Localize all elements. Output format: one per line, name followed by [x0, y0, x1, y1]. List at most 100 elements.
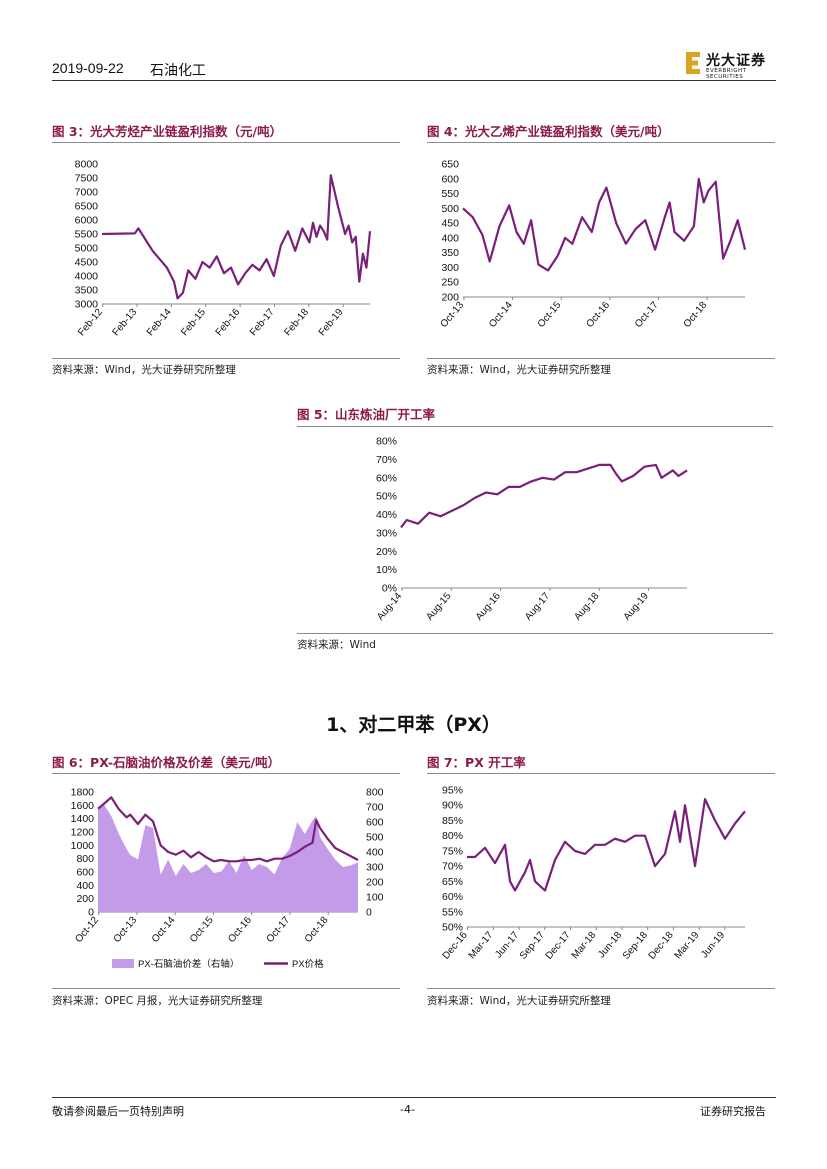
fig5-series-line [400, 463, 688, 529]
fig6-x-tick: Oct-15 [188, 915, 216, 945]
fig5-x-tick: Aug-15 [424, 591, 453, 623]
fig6-y-tick: 1400 [71, 813, 95, 825]
fig6-y-right-tick: 700 [366, 802, 384, 814]
footer-rule [52, 1097, 776, 1098]
fig5-y-tick: 10% [376, 564, 397, 576]
fig4-y-tick: 250 [441, 277, 459, 289]
fig6-bottom-rule [52, 988, 400, 989]
fig6-y-tick: 1600 [71, 800, 95, 812]
fig7-y-tick: 90% [442, 800, 463, 812]
fig5-y-tick: 80% [376, 436, 397, 448]
fig6-y-tick: 1200 [71, 827, 95, 839]
fig3-y-tick: 5000 [75, 243, 99, 255]
fig5-x-tick: Aug-19 [622, 591, 651, 623]
section-heading: 1、对二甲苯（PX） [326, 714, 501, 736]
fig4-x-tick: Oct-17 [633, 300, 661, 330]
fig6-y-right-tick: 300 [366, 862, 384, 874]
fig3-y-tick: 6000 [75, 215, 99, 227]
fig3-x-tick: Feb-18 [282, 307, 311, 339]
fig5-source: 资料来源：Wind [297, 639, 376, 651]
fig5-x-tick: Aug-17 [523, 591, 552, 623]
fig6-title: 图 6：PX-石脑油价格及价差（美元/吨） [52, 755, 281, 770]
fig7-x-tick: Mar-18 [570, 930, 599, 962]
fig3-x-tick: Feb-15 [179, 307, 208, 339]
fig7-y-tick: 50% [442, 922, 463, 934]
fig3-x-tick: Feb-19 [317, 307, 346, 339]
fig5-x-tick: Aug-18 [572, 591, 601, 623]
fig6-y-right-tick: 400 [366, 847, 384, 859]
fig3-y-tick: 4000 [75, 271, 99, 283]
fig7-x-tick: Dec-17 [544, 930, 573, 962]
fig5-y-tick: 50% [376, 491, 397, 503]
fig7-source: 资料来源：Wind，光大证券研究所整理 [427, 995, 611, 1007]
fig6-x-tick: Oct-14 [150, 915, 178, 945]
fig6-y-right-tick: 200 [366, 877, 384, 889]
fig7-y-tick: 65% [442, 876, 463, 888]
fig3-y-tick: 7000 [75, 187, 99, 199]
fig6-y-tick: 800 [76, 853, 94, 865]
page-number: -4- [400, 1103, 415, 1116]
fig7-x-tick: Sep-17 [518, 930, 547, 962]
fig7-title: 图 7：PX 开工率 [427, 755, 526, 770]
fig7-bottom-rule [427, 988, 775, 989]
fig3-y-tick: 7500 [75, 173, 99, 185]
fig3-y-tick: 3000 [75, 299, 99, 311]
fig4-x-tick: Oct-16 [584, 300, 612, 330]
fig4-y-tick: 650 [441, 159, 459, 171]
fig7-x-tick: Jun-17 [493, 930, 521, 961]
fig4-y-tick: 350 [441, 247, 459, 259]
fig4-y-tick: 500 [441, 203, 459, 215]
fig3-y-tick: 4500 [75, 257, 99, 269]
fig7-x-tick: Jun-19 [699, 930, 727, 961]
fig7-x-tick: Dec-18 [647, 930, 676, 962]
fig3-x-tick: Feb-12 [76, 307, 105, 339]
fig6-y-tick: 0 [88, 907, 94, 919]
fig7-y-tick: 85% [442, 815, 463, 827]
fig6-y-tick: 600 [76, 867, 94, 879]
fig6-y-tick: 200 [76, 893, 94, 905]
fig7-y-tick: 60% [442, 891, 463, 903]
fig3-x-tick: Feb-14 [145, 307, 174, 339]
fig6-y-tick: 1800 [71, 787, 95, 799]
fig7-x-tick: Dec-16 [441, 930, 470, 962]
fig5-top-rule [297, 426, 773, 427]
report-sector: 石油化工 [150, 63, 206, 79]
fig5-y-tick: 40% [376, 509, 397, 521]
logo-mark-icon [686, 52, 700, 74]
fig7-y-tick: 80% [442, 830, 463, 842]
fig5-y-tick: 60% [376, 472, 397, 484]
fig4-source: 资料来源：Wind，光大证券研究所整理 [427, 364, 611, 376]
fig6-y-right-tick: 500 [366, 832, 384, 844]
fig7-x-tick: Jun-18 [596, 930, 624, 961]
fig5-y-tick: 0% [382, 583, 397, 595]
fig4-x-tick: Oct-18 [682, 300, 710, 330]
fig4-bottom-rule [427, 358, 775, 359]
fig3-bottom-rule [52, 358, 400, 359]
fig6-y-tick: 400 [76, 880, 94, 892]
report-date: 2019-09-22 [52, 60, 124, 76]
fig3-x-tick: Feb-16 [214, 307, 243, 339]
fig5-y-tick: 20% [376, 546, 397, 558]
fig6-spread-area [98, 804, 358, 912]
fig4-title: 图 4：光大乙烯产业链盈利指数（美元/吨） [427, 124, 670, 139]
fig3-x-tick: Feb-17 [248, 307, 277, 339]
fig6-x-tick: Oct-17 [265, 915, 293, 945]
fig6-y-tick: 1000 [71, 840, 95, 852]
fig6-x-tick: Oct-12 [73, 915, 101, 945]
fig4-x-tick: Oct-13 [439, 300, 467, 330]
fig7-chart: 50%55%60%65%70%75%80%85%90%95%Dec-16Mar-… [441, 785, 746, 962]
fig4-y-tick: 400 [441, 232, 459, 244]
fig7-y-tick: 75% [442, 845, 463, 857]
fig6-legend-spread: PX-石脑油价差（右轴） [138, 958, 239, 970]
fig4-top-rule [427, 142, 775, 143]
logo-cn-text: 光大证券 [706, 53, 766, 69]
fig7-series-line [467, 798, 746, 892]
fig5-x-tick: Aug-14 [375, 591, 404, 623]
fig4-y-tick: 450 [441, 218, 459, 230]
fig6-legend-swatch-spread [112, 959, 134, 968]
fig5-chart: 0% 10% 20% 30% 40% 50% 60% 70% 80% Aug-14 Aug-15 Au… [375, 436, 688, 623]
fig7-x-tick: Mar-17 [467, 930, 496, 962]
fig6-x-tick: Oct-16 [226, 915, 254, 945]
fig3-y-tick: 8000 [75, 159, 99, 171]
logo-en-text: EVERBRIGHT SECURITIES [706, 68, 747, 80]
